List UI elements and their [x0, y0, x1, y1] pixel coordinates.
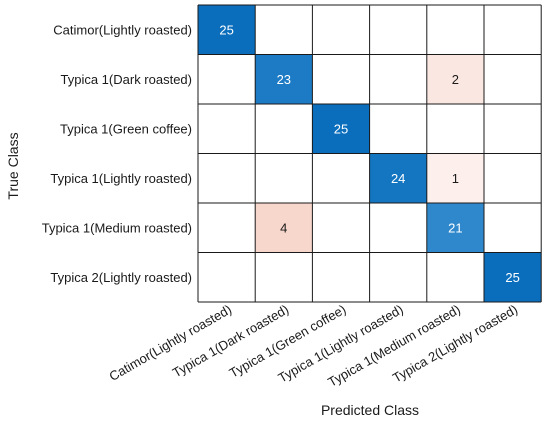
matrix-cell-4-1 — [255, 203, 313, 253]
matrix-cell-3-0 — [198, 153, 256, 203]
matrix-cell-0-1 — [255, 5, 313, 55]
matrix-cell-5-1 — [255, 252, 313, 302]
matrix-cell-4-0 — [198, 203, 256, 253]
cell-value-label-4-4: 21 — [448, 220, 462, 235]
matrix-cell-1-4 — [426, 54, 484, 104]
matrix-cell-5-5 — [484, 252, 542, 302]
y-axis-label: True Class — [5, 132, 21, 199]
y-tick-label-4: Typica 1(Medium roasted) — [42, 220, 192, 235]
matrix-cell-4-3 — [369, 203, 427, 253]
matrix-cell-1-1 — [255, 54, 313, 104]
matrix-cell-3-3 — [369, 153, 427, 203]
y-tick-label-1: Typica 1(Dark roasted) — [61, 72, 193, 87]
matrix-cell-4-4 — [426, 203, 484, 253]
matrix-cell-0-3 — [369, 5, 427, 55]
matrix-cell-1-3 — [369, 54, 427, 104]
matrix-cell-2-4 — [426, 104, 484, 154]
cell-value-label-3-3: 24 — [391, 171, 405, 186]
matrix-cells: 25 23 2 25 24 1 4 21 25 — [198, 5, 542, 302]
matrix-cell-3-2 — [312, 153, 370, 203]
matrix-cell-5-0 — [198, 252, 256, 302]
matrix-cell-3-4 — [426, 153, 484, 203]
matrix-cell-4-5 — [484, 203, 542, 253]
cell-value-label-1-4: 2 — [452, 72, 459, 87]
y-tick-labels: Catimor(Lightly roasted) Typica 1(Dark ro… — [42, 22, 192, 285]
y-tick-label-2: Typica 1(Green coffee) — [60, 121, 192, 136]
matrix-cell-2-5 — [484, 104, 542, 154]
matrix-grid — [197, 4, 542, 303]
matrix-cell-5-4 — [426, 252, 484, 302]
matrix-cell-0-2 — [312, 5, 370, 55]
cell-value-label-3-4: 1 — [452, 171, 459, 186]
matrix-cell-4-2 — [312, 203, 370, 253]
x-axis-label: Predicted Class — [321, 402, 419, 418]
matrix-cell-3-1 — [255, 153, 313, 203]
matrix-cell-3-5 — [484, 153, 542, 203]
cell-value-label-1-1: 23 — [277, 72, 291, 87]
y-tick-label-5: Typica 2(Lightly roasted) — [50, 270, 192, 285]
matrix-cell-2-2 — [312, 104, 370, 154]
matrix-cell-1-2 — [312, 54, 370, 104]
matrix-cell-2-0 — [198, 104, 256, 154]
cell-value-label-5-5: 25 — [505, 270, 519, 285]
y-tick-label-0: Catimor(Lightly roasted) — [53, 22, 192, 37]
matrix-cell-0-4 — [426, 5, 484, 55]
x-tick-labels: Catimor(Lightly roasted)Typica 1(Dark ro… — [106, 302, 520, 390]
matrix-cell-1-0 — [198, 54, 256, 104]
cell-value-label-4-1: 4 — [280, 220, 287, 235]
matrix-cell-5-2 — [312, 252, 370, 302]
matrix-cell-2-1 — [255, 104, 313, 154]
cell-value-label-0-0: 25 — [219, 22, 233, 37]
matrix-cell-0-5 — [484, 5, 542, 55]
matrix-cell-0-0 — [198, 5, 256, 55]
cell-value-label-2-2: 25 — [334, 121, 348, 136]
matrix-cell-5-3 — [369, 252, 427, 302]
matrix-cell-2-3 — [369, 104, 427, 154]
matrix-cell-1-5 — [484, 54, 542, 104]
y-tick-label-3: Typica 1(Lightly roasted) — [50, 171, 192, 186]
